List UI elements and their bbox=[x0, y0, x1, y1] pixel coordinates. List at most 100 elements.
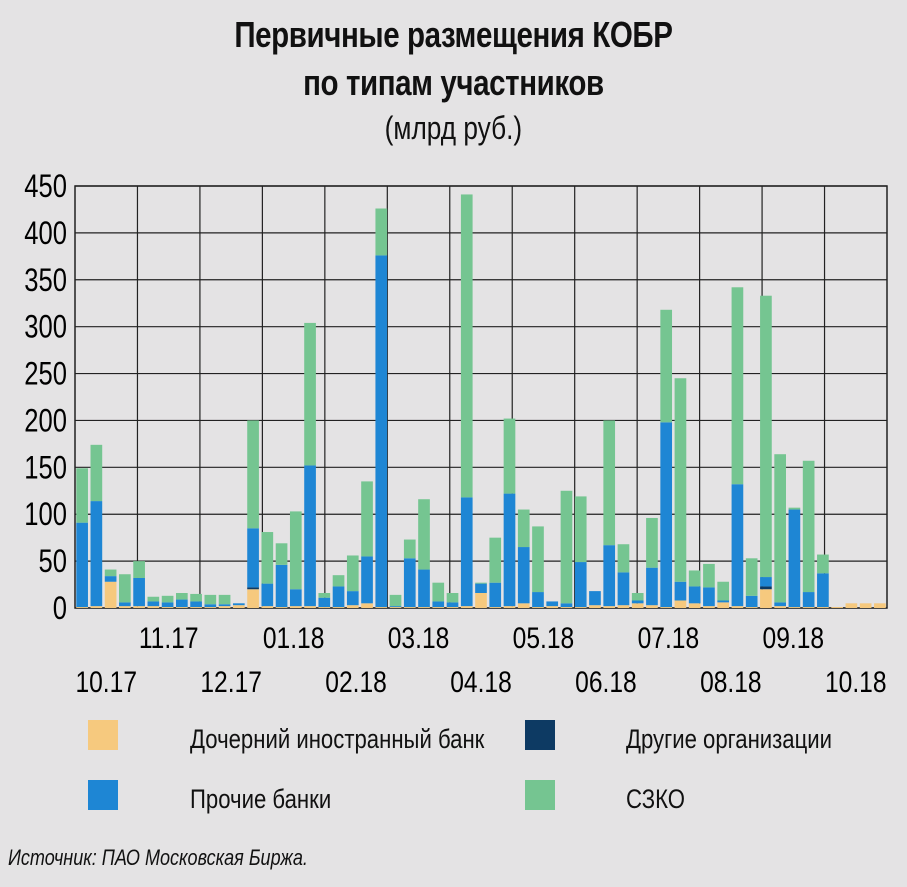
bar-segment bbox=[418, 607, 430, 608]
bar-segment bbox=[432, 601, 445, 608]
bar-segment bbox=[375, 255, 388, 608]
bar-segment bbox=[688, 570, 701, 587]
bar-segment bbox=[76, 522, 88, 608]
y-tick-label: 400 bbox=[24, 216, 67, 251]
bar-segment bbox=[190, 593, 202, 602]
bar-segment bbox=[703, 563, 715, 588]
bar-segment bbox=[660, 607, 673, 608]
bar-segment bbox=[133, 577, 145, 607]
bar-segment bbox=[631, 592, 644, 601]
legend-swatch-szko bbox=[525, 780, 555, 810]
bar-segment bbox=[432, 607, 445, 608]
plot-area bbox=[75, 186, 887, 608]
bar-segment bbox=[318, 607, 331, 608]
bar-segment bbox=[446, 592, 459, 603]
bar-segment bbox=[817, 607, 829, 608]
bar-segment bbox=[232, 605, 245, 608]
bar-segment bbox=[574, 496, 587, 563]
legend-label-foreign-bank: Дочерний иностранный банк bbox=[190, 724, 485, 754]
bar-segment bbox=[76, 468, 88, 523]
bar-segment bbox=[119, 602, 131, 607]
bar-segment bbox=[361, 603, 373, 608]
bar-segment bbox=[802, 460, 815, 593]
legend-swatch-other-orgs bbox=[525, 720, 555, 750]
bar-segment bbox=[688, 603, 701, 608]
bar-segment bbox=[232, 603, 245, 606]
bar-segment bbox=[361, 481, 373, 557]
bar-segment bbox=[375, 607, 388, 608]
legend-swatch-other-banks bbox=[88, 780, 118, 810]
chart-subtitle: по типам участников bbox=[303, 62, 604, 103]
bar-segment bbox=[147, 606, 160, 608]
bar-segment bbox=[304, 322, 316, 466]
bar-segment bbox=[760, 295, 772, 578]
bar-segment bbox=[874, 603, 886, 608]
x-tick-label-lower: 10.17 bbox=[75, 665, 137, 699]
bar-segment bbox=[703, 606, 715, 608]
bar-segment bbox=[247, 587, 259, 590]
bar-segment bbox=[617, 605, 630, 608]
bar-segment bbox=[503, 418, 516, 494]
bar-segment bbox=[218, 594, 231, 605]
bar-segment bbox=[532, 592, 544, 608]
legend-label-other-banks: Прочие банки bbox=[190, 784, 332, 814]
x-tick-label-upper: 01.18 bbox=[263, 621, 325, 655]
bar-segment bbox=[717, 600, 730, 603]
bar-segment bbox=[532, 607, 544, 608]
bar-segment bbox=[489, 537, 502, 583]
bar-segment bbox=[176, 607, 188, 608]
bar-segment bbox=[161, 607, 174, 608]
bar-segment bbox=[289, 589, 302, 607]
bar-segment bbox=[532, 526, 544, 593]
bar-segment bbox=[133, 561, 145, 578]
bar-segment bbox=[190, 601, 202, 608]
bar-segment bbox=[603, 545, 616, 607]
bar-segment bbox=[560, 607, 573, 608]
bar-segment bbox=[802, 592, 815, 608]
bar-segment bbox=[403, 607, 416, 608]
bar-segment bbox=[247, 589, 259, 608]
bar-segment bbox=[204, 594, 217, 605]
bar-segment bbox=[190, 607, 202, 608]
bar-segment bbox=[90, 606, 103, 608]
bar-segment bbox=[389, 606, 402, 608]
y-tick-label: 200 bbox=[24, 404, 67, 439]
bar-segment bbox=[517, 547, 530, 604]
legend-label-szko: СЗКО bbox=[626, 784, 685, 814]
bar-segment bbox=[289, 606, 302, 608]
bar-segment bbox=[346, 605, 359, 608]
bar-segment bbox=[546, 606, 559, 608]
bar-segment bbox=[275, 564, 288, 608]
x-tick-label-upper: 09.18 bbox=[763, 621, 825, 655]
bar-segment bbox=[845, 603, 858, 608]
bar-segment bbox=[218, 604, 231, 607]
bar-segment bbox=[646, 567, 658, 606]
bar-segment bbox=[304, 606, 316, 608]
bar-segment bbox=[674, 581, 687, 601]
bar-segment bbox=[161, 595, 174, 603]
bar-segment bbox=[261, 532, 274, 584]
bar-segment bbox=[760, 577, 772, 587]
bar-segment bbox=[475, 582, 487, 584]
bar-segment bbox=[788, 509, 801, 608]
bar-segment bbox=[517, 603, 530, 608]
x-tick-label-lower: 02.18 bbox=[325, 665, 387, 699]
bar-segment bbox=[375, 208, 388, 256]
bar-segment bbox=[760, 586, 772, 590]
bar-segment bbox=[674, 378, 687, 582]
bar-segment bbox=[475, 592, 487, 608]
x-tick-label-upper: 05.18 bbox=[513, 621, 575, 655]
bar-segment bbox=[760, 589, 772, 608]
bar-segment bbox=[104, 581, 117, 608]
bar-segment bbox=[503, 493, 516, 607]
bar-segment bbox=[745, 558, 758, 596]
bar-segment bbox=[589, 605, 601, 608]
bar-segment bbox=[646, 517, 658, 568]
bar-segment bbox=[418, 569, 430, 608]
bar-segment bbox=[176, 592, 188, 600]
bar-segment bbox=[432, 582, 445, 602]
bar-segment bbox=[574, 562, 587, 608]
bar-segment bbox=[247, 528, 259, 588]
y-tick-label: 50 bbox=[39, 545, 67, 580]
bar-segment bbox=[631, 600, 644, 604]
